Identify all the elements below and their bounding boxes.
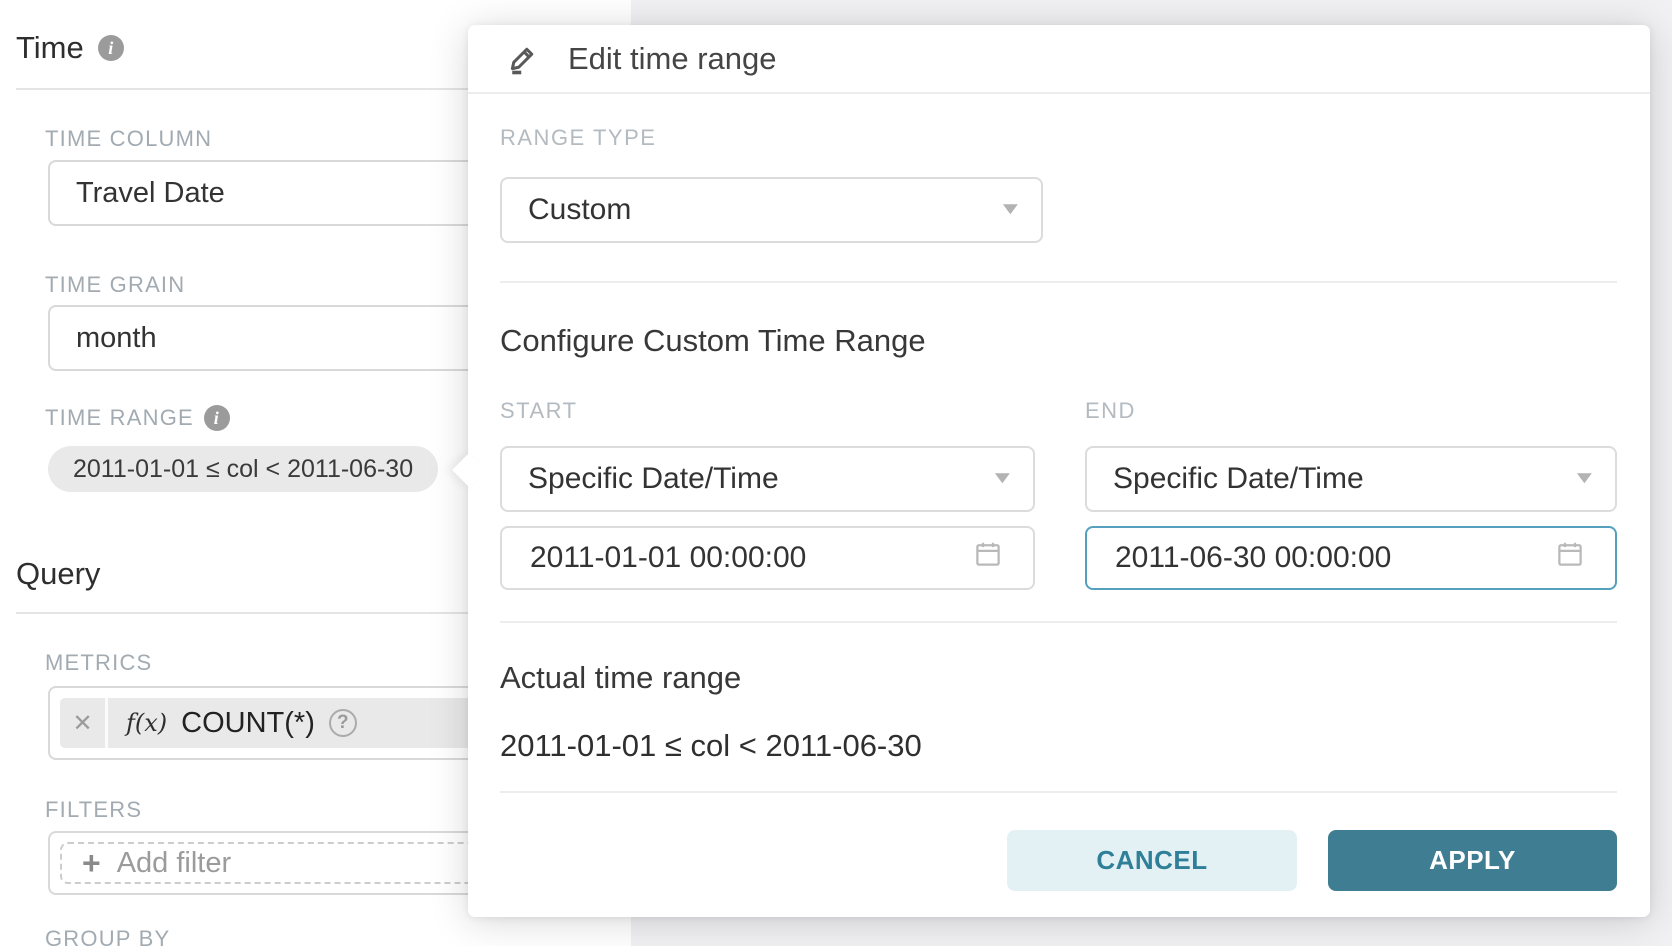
add-filter-label: Add filter [116, 846, 232, 879]
remove-metric-icon[interactable]: ✕ [60, 698, 108, 748]
time-range-label-text: TIME RANGE [45, 405, 194, 430]
start-datetime-input[interactable]: 2011-01-01 00:00:00 [500, 526, 1035, 590]
time-range-pill-value: 2011-01-01 ≤ col < 2011-06-30 [73, 454, 414, 483]
content-divider [500, 621, 1617, 623]
actual-time-range-heading: Actual time range [500, 660, 742, 695]
time-grain-value: month [76, 321, 157, 354]
actual-time-range-value: 2011-01-01 ≤ col < 2011-06-30 [500, 728, 922, 763]
time-column-label: TIME COLUMN [45, 126, 213, 151]
end-mode-value: Specific Date/Time [1113, 462, 1364, 495]
end-mode-select[interactable]: Specific Date/Time ▼ [1085, 446, 1617, 512]
configure-heading: Configure Custom Time Range [500, 323, 926, 358]
help-icon[interactable]: ? [328, 709, 357, 737]
section-divider [16, 612, 608, 614]
chevron-down-icon: ▼ [1571, 468, 1598, 488]
popover-header: Edit time range [468, 25, 1650, 92]
header-divider [468, 92, 1650, 94]
chevron-down-icon: ▼ [989, 468, 1016, 488]
info-icon[interactable]: i [97, 35, 124, 61]
start-mode-value: Specific Date/Time [528, 462, 779, 495]
start-label: START [500, 398, 578, 423]
query-section-label: Query [16, 556, 101, 591]
metric-name: COUNT(*) [181, 706, 315, 739]
end-label: END [1085, 398, 1136, 423]
info-icon[interactable]: i [203, 405, 230, 431]
footer-divider [500, 791, 1617, 793]
plus-icon: + [82, 845, 101, 881]
start-datetime-value: 2011-01-01 00:00:00 [530, 541, 807, 574]
time-grain-label: TIME GRAIN [45, 272, 186, 297]
query-section-title: Query [16, 556, 100, 592]
time-section-label: Time [16, 30, 84, 65]
filters-label: FILTERS [45, 797, 143, 822]
range-type-label: RANGE TYPE [500, 125, 657, 150]
function-icon: f(x) [126, 709, 168, 737]
content-divider [500, 281, 1617, 283]
edit-pencil-icon [504, 41, 540, 77]
chevron-down-icon: ▼ [997, 199, 1024, 219]
range-type-select[interactable]: Custom ▼ [500, 177, 1043, 243]
start-mode-select[interactable]: Specific Date/Time ▼ [500, 446, 1035, 512]
range-type-value: Custom [528, 193, 632, 226]
edit-time-range-popover: Edit time range RANGE TYPE Custom ▼ Conf… [452, 25, 1650, 917]
calendar-icon[interactable] [973, 539, 1003, 577]
calendar-icon[interactable] [1555, 539, 1585, 577]
time-range-label: TIME RANGE i [45, 405, 230, 431]
cancel-button[interactable]: CANCEL [1007, 830, 1297, 891]
metrics-label: METRICS [45, 650, 153, 675]
time-range-pill[interactable]: 2011-01-01 ≤ col < 2011-06-30 [48, 446, 439, 492]
metric-chip[interactable]: ✕ f(x) COUNT(*) ? [60, 698, 480, 748]
group-by-label: GROUP BY [45, 926, 171, 946]
time-column-value: Travel Date [76, 176, 225, 209]
time-section-title: Time i [16, 30, 124, 66]
end-datetime-input[interactable]: 2011-06-30 00:00:00 [1085, 526, 1617, 590]
add-filter-button[interactable]: + Add filter [60, 842, 598, 884]
apply-button[interactable]: APPLY [1328, 830, 1617, 891]
end-datetime-value: 2011-06-30 00:00:00 [1115, 541, 1392, 574]
popover-title: Edit time range [568, 40, 777, 76]
section-divider [16, 88, 608, 90]
